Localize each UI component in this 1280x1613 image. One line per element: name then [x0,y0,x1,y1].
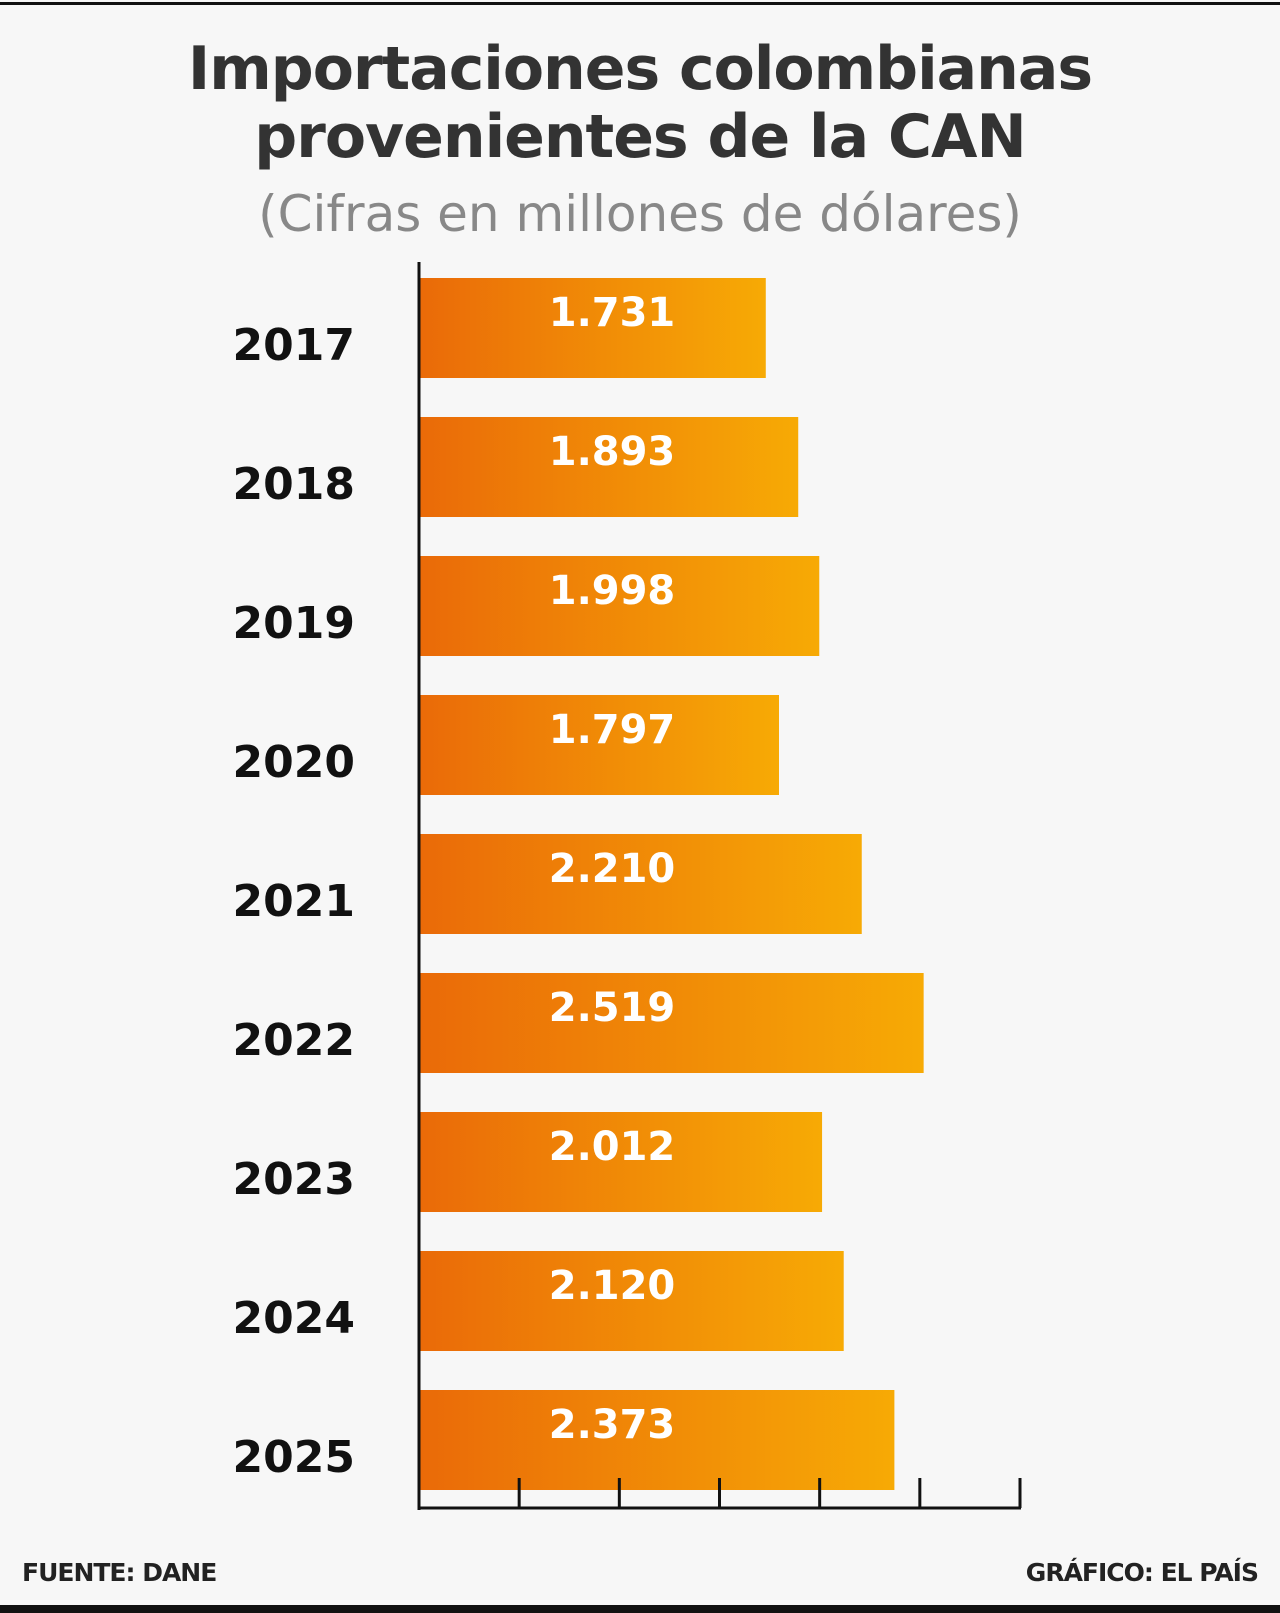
year-label: 2017 [233,320,355,371]
year-label: 2018 [233,459,355,510]
bar-value-label: 1.893 [549,429,676,475]
bar-2017 [419,278,766,378]
bar-2020 [419,695,779,795]
bar-2021 [419,834,862,934]
chart-subtitle: (Cifras en millones de dólares) [258,185,1022,243]
bar-2025 [419,1390,895,1490]
bar-value-label: 2.519 [549,985,676,1031]
year-label: 2023 [233,1154,355,1205]
year-label: 2024 [233,1293,355,1344]
bar-value-label: 1.797 [549,707,676,753]
top-rule [0,2,1280,5]
year-label: 2025 [233,1432,355,1483]
bar-value-label: 2.012 [549,1124,676,1170]
graphic-credit: GRÁFICO: EL PAÍS [1025,1558,1259,1587]
bar-2022 [419,973,924,1073]
bar-2018 [419,417,799,517]
chart-title-line1: Importaciones colombianas [187,34,1093,104]
bar-value-label: 1.998 [549,568,676,614]
bar-2019 [419,556,820,656]
bar-2023 [419,1112,823,1212]
source-note: FUENTE: DANE [22,1558,217,1587]
bar-value-label: 1.731 [549,290,676,336]
chart-title-line2: provenientes de la CAN [254,102,1026,172]
bar-value-label: 2.120 [549,1263,676,1309]
year-label: 2019 [233,598,355,649]
bar-2024 [419,1251,844,1351]
bar-value-label: 2.373 [549,1402,676,1448]
year-label: 2020 [233,737,355,788]
year-label: 2021 [233,876,355,927]
bottom-rule [0,1605,1280,1613]
bar-value-label: 2.210 [549,846,676,892]
year-label: 2022 [233,1015,355,1066]
